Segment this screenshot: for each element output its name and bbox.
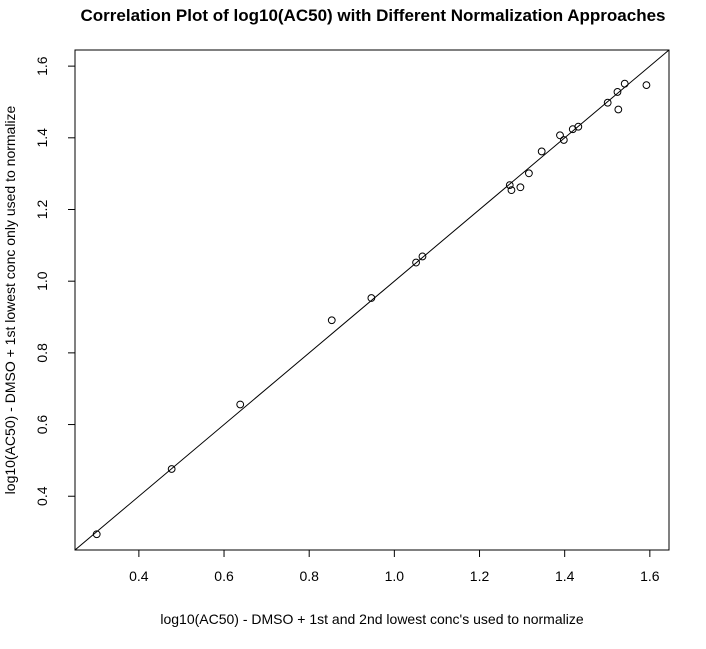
data-point [327,316,336,325]
data-point [367,294,376,302]
data-point [559,136,568,144]
x-tick-label: 1.0 [385,568,405,584]
data-point [505,181,514,190]
data-point [516,183,525,192]
y-tick-label: 1.2 [34,200,50,220]
x-axis: 0.4 0.6 0.8 1.0 1.2 1.4 1.6 [129,549,660,584]
y-tick-label: 0.6 [34,415,50,435]
data-point [556,131,564,140]
y-tick-label: 1.4 [34,128,50,148]
y-tick-label: 0.8 [34,343,50,363]
data-point [507,186,516,195]
y-tick-label: 0.4 [34,486,50,506]
x-tick-label: 0.6 [214,568,234,584]
x-axis-label: log10(AC50) - DMSO + 1st and 2nd lowest … [160,611,583,627]
x-tick-label: 1.2 [470,568,490,584]
data-point [412,258,420,267]
x-tick-label: 1.4 [555,568,575,584]
y-tick-label: 1.0 [34,271,50,291]
data-points [92,79,651,539]
data-point [574,122,583,131]
x-tick-label: 1.6 [640,568,660,584]
data-point [167,465,176,473]
data-point [418,252,427,261]
y-tick-label: 1.6 [34,56,50,76]
data-point [613,88,622,96]
data-point [92,530,101,539]
data-point [537,147,546,156]
x-tick-label: 0.8 [299,568,319,584]
data-point [642,81,651,90]
data-point [525,169,533,178]
chart-title: Correlation Plot of log10(AC50) with Dif… [81,6,666,25]
y-axis-label: log10(AC50) - DMSO + 1st lowest conc onl… [2,105,18,494]
x-tick-label: 0.4 [129,568,149,584]
data-point [620,79,629,88]
y-axis: 0.4 0.6 0.8 1.0 1.2 1.4 1.6 [34,56,76,506]
data-point [614,105,623,114]
data-point [603,98,612,107]
data-point [236,400,245,409]
